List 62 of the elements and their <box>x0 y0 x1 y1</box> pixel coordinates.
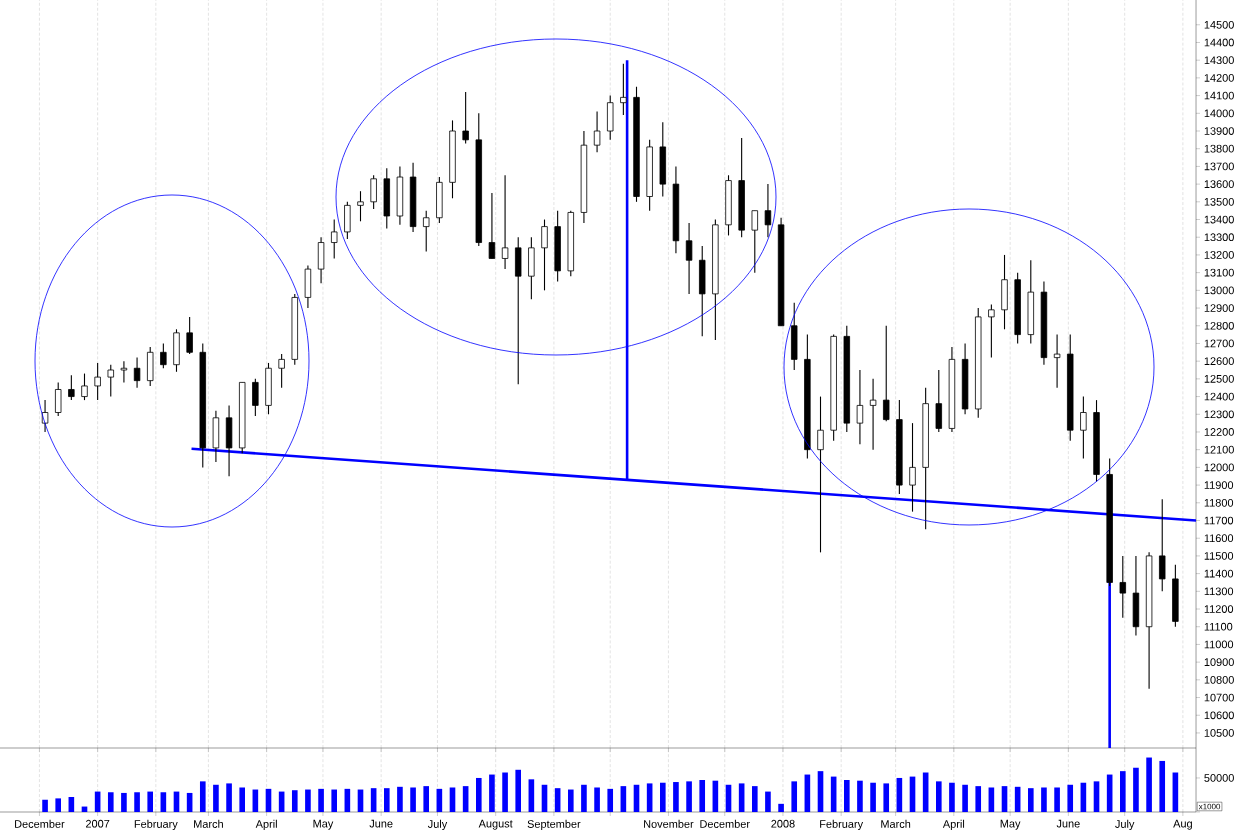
y-tick-label: 10700 <box>1204 693 1234 702</box>
y-tick-label: 13500 <box>1204 197 1234 206</box>
y-tick-label: 14000 <box>1204 109 1234 118</box>
x-tick-label: August <box>478 819 513 830</box>
y-tick-label: 13600 <box>1204 180 1234 188</box>
y-tick-label: 11500 <box>1204 552 1234 560</box>
y-tick-label: 13900 <box>1204 127 1234 135</box>
y-tick-label: 10600 <box>1204 711 1234 720</box>
y-tick-label: 12600 <box>1204 357 1234 366</box>
y-tick-label: 14400 <box>1204 38 1234 47</box>
y-tick-label: 13400 <box>1204 215 1234 224</box>
y-tick-label: 12700 <box>1204 339 1234 348</box>
y-tick-label: 50000 <box>1204 774 1234 782</box>
x-tick-label: November <box>644 819 694 828</box>
y-tick-label: 11000 <box>1204 640 1234 649</box>
x-tick-label: June <box>1056 819 1080 828</box>
y-tick-label: 13100 <box>1204 268 1234 277</box>
x-tick-label: Aug <box>1173 819 1192 830</box>
x-tick-label: May <box>313 819 334 830</box>
y-tick-label: 12500 <box>1204 374 1234 383</box>
x-tick-label: 2007 <box>85 819 110 828</box>
y-tick-label: 13200 <box>1204 251 1234 259</box>
y-tick-label: 12200 <box>1204 428 1234 436</box>
y-tick-label: 13300 <box>1204 233 1234 242</box>
x-tick-label: July <box>427 819 448 831</box>
x-tick-label: December <box>15 819 65 828</box>
y-tick-label: 14500 <box>1204 20 1234 29</box>
x-tick-label: September <box>527 819 581 831</box>
y-tick-label: 14200 <box>1204 74 1234 82</box>
y-tick-label: 11600 <box>1204 534 1234 543</box>
y-tick-label: 12000 <box>1204 463 1234 472</box>
y-tick-label: 11300 <box>1204 587 1234 596</box>
y-tick-label: 10500 <box>1204 729 1234 737</box>
y-tick-label: 14300 <box>1204 56 1234 65</box>
x-tick-label: February <box>820 819 864 831</box>
y-tick-label: 13000 <box>1204 286 1234 295</box>
y-tick-label: 10900 <box>1204 658 1234 667</box>
y-tick-label: 11900 <box>1204 481 1234 489</box>
y-tick-label: 12300 <box>1204 410 1234 419</box>
y-tick-label: 11100 <box>1204 622 1233 631</box>
x-tick-label: March <box>194 819 223 828</box>
x-tick-label: December <box>700 819 750 828</box>
y-tick-label: 11700 <box>1204 516 1234 525</box>
x-tick-label: July <box>1115 819 1135 831</box>
y-tick-label: 11400 <box>1204 569 1234 578</box>
y-tick-label: 11800 <box>1204 498 1234 507</box>
y-tick-label: 14100 <box>1204 91 1234 100</box>
x-tick-label: 2008 <box>771 819 795 828</box>
y-tick-label: 12100 <box>1204 445 1234 454</box>
x-tick-label: April <box>942 819 965 831</box>
y-tick-label: 13700 <box>1204 162 1234 171</box>
y-tick-label: 10800 <box>1204 675 1234 684</box>
x-tick-label: May <box>1000 819 1021 830</box>
x-tick-label: June <box>369 819 393 828</box>
y-tick-label: 12900 <box>1204 304 1234 312</box>
y-tick-label: 11200 <box>1204 605 1234 613</box>
x-tick-label: March <box>881 819 911 828</box>
x-tick-label: February <box>134 819 178 831</box>
y-tick-label: 13800 <box>1204 144 1234 153</box>
y-tick-label: 12800 <box>1204 321 1234 330</box>
x-tick-label: April <box>255 819 277 831</box>
y-tick-label: 12400 <box>1204 392 1234 401</box>
